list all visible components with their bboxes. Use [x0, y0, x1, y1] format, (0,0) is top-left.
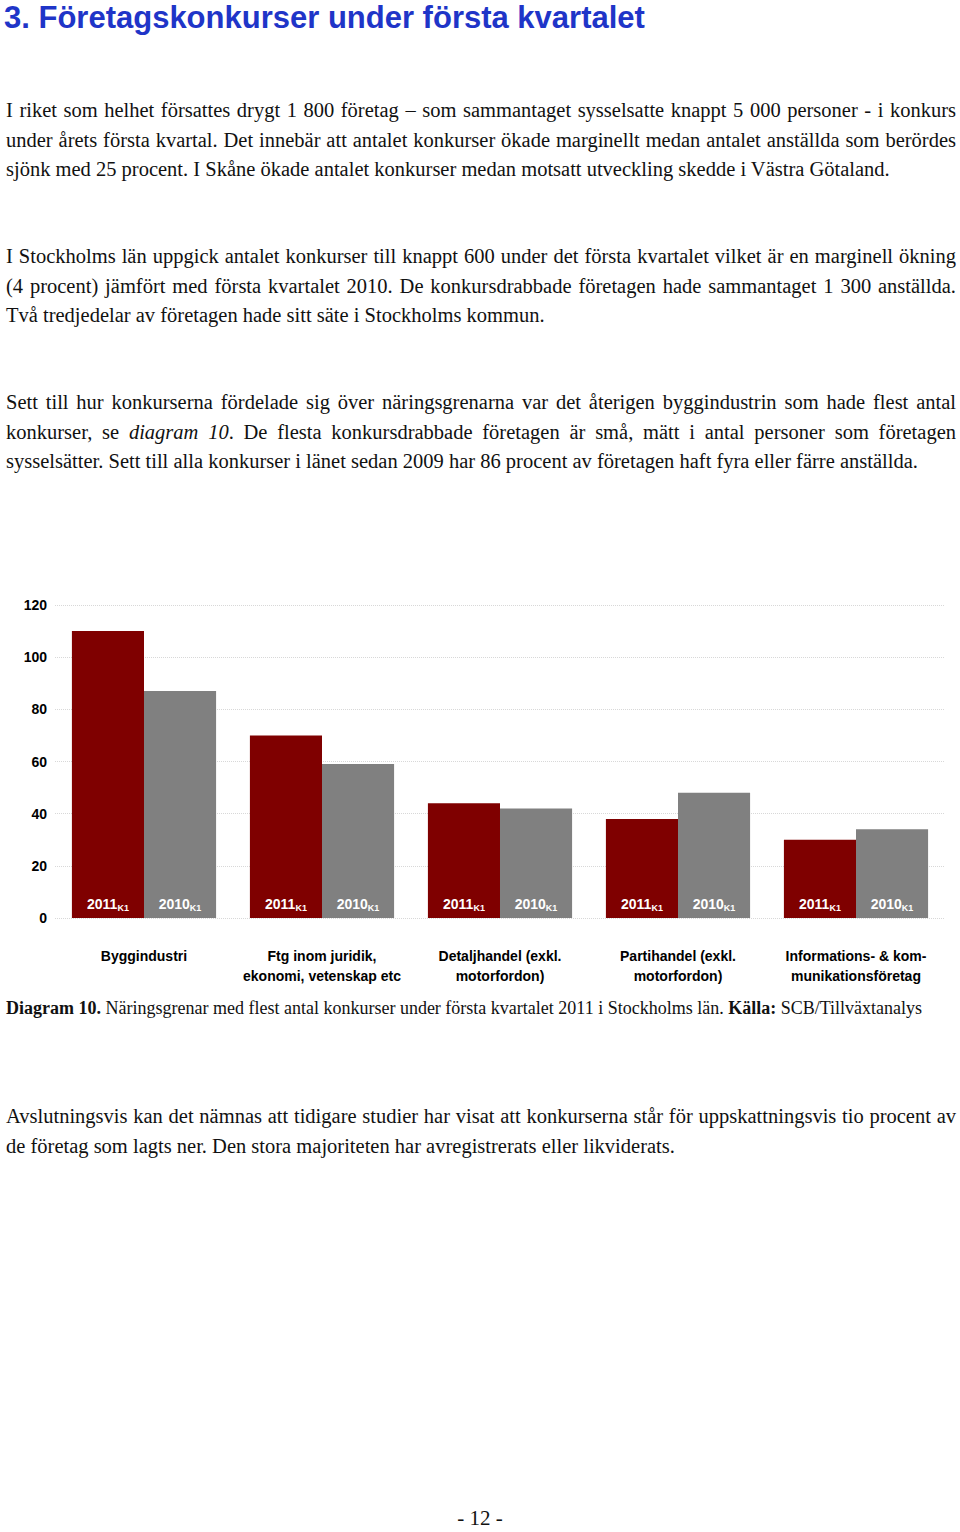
- svg-text:motorfordon): motorfordon): [634, 968, 723, 984]
- svg-text:2010: 2010: [337, 896, 368, 912]
- svg-text:K1: K1: [117, 903, 129, 913]
- html-text:- 12 -: - 12 -: [457, 1506, 503, 1530]
- html-text:I Stockholms län uppgick antal: I Stockholms län uppgick antalet konkurs…: [6, 245, 956, 326]
- html-text:Avslutningsvis kan det nämnas: Avslutningsvis kan det nämnas att tidiga…: [6, 1105, 956, 1157]
- svg-text:2010: 2010: [693, 896, 724, 912]
- svg-text:2010: 2010: [159, 896, 190, 912]
- svg-text:100: 100: [24, 649, 48, 665]
- svg-text:2011: 2011: [443, 896, 474, 912]
- svg-text:munikationsföretag: munikationsföretag: [791, 968, 921, 984]
- svg-text:K1: K1: [473, 903, 485, 913]
- svg-text:20: 20: [31, 858, 47, 874]
- html-text:I riket som helhet försattes d: I riket som helhet försattes drygt 1 800…: [6, 99, 956, 180]
- svg-text:K1: K1: [651, 903, 663, 913]
- svg-text:K1: K1: [190, 903, 202, 913]
- svg-text:Informations- & kom-: Informations- & kom-: [786, 948, 927, 964]
- svg-text:Detaljhandel (exkl.: Detaljhandel (exkl.: [439, 948, 562, 964]
- svg-text:2011: 2011: [265, 896, 296, 912]
- svg-text:K1: K1: [829, 903, 841, 913]
- svg-text:Partihandel (exkl.: Partihandel (exkl.: [620, 948, 736, 964]
- svg-text:2011: 2011: [621, 896, 652, 912]
- svg-text:40: 40: [31, 806, 47, 822]
- svg-text:K1: K1: [546, 903, 558, 913]
- svg-text:2010: 2010: [871, 896, 902, 912]
- svg-text:Byggindustri: Byggindustri: [101, 948, 187, 964]
- svg-text:K1: K1: [295, 903, 307, 913]
- svg-text:K1: K1: [724, 903, 736, 913]
- svg-text:2010: 2010: [515, 896, 546, 912]
- svg-text:60: 60: [31, 754, 47, 770]
- svg-text:motorfordon): motorfordon): [456, 968, 545, 984]
- svg-text:K1: K1: [368, 903, 380, 913]
- svg-text:120: 120: [24, 597, 48, 613]
- svg-text:ekonomi, vetenskap etc: ekonomi, vetenskap etc: [243, 968, 401, 984]
- svg-text:0: 0: [39, 910, 47, 926]
- html-text:Diagram 10. Näringsgrenar med: Diagram 10. Näringsgrenar med flest anta…: [6, 998, 922, 1018]
- svg-text:K1: K1: [902, 903, 914, 913]
- svg-text:2011: 2011: [799, 896, 830, 912]
- svg-text:2011: 2011: [87, 896, 118, 912]
- svg-text:80: 80: [31, 701, 47, 717]
- svg-text:Ftg inom juridik,: Ftg inom juridik,: [268, 948, 377, 964]
- html-text:3. Företagskonkurser under för: 3. Företagskonkurser under första kvarta…: [4, 0, 645, 35]
- html-text:Sett till hur konkurserna förd: Sett till hur konkurserna fördelade sig …: [6, 391, 956, 472]
